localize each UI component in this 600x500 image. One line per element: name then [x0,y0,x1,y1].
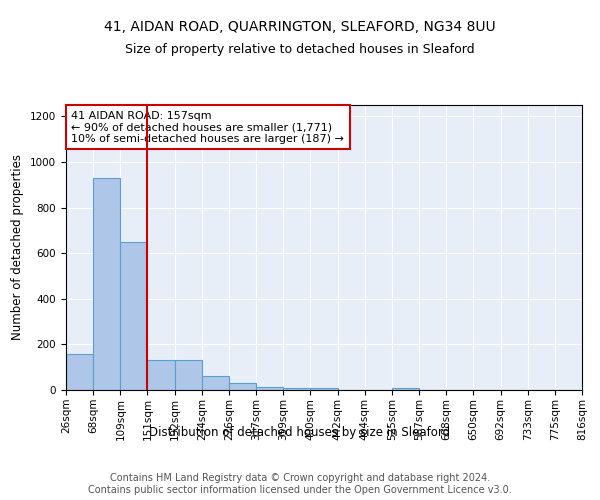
Bar [175,360,202,390]
Text: 41 AIDAN ROAD: 157sqm
← 90% of detached houses are smaller (1,771)
10% of semi-d: 41 AIDAN ROAD: 157sqm ← 90% of detached … [71,110,344,144]
Bar [392,388,419,390]
Bar [93,178,121,390]
Text: Distribution of detached houses by size in Sleaford: Distribution of detached houses by size … [149,426,451,439]
Text: Size of property relative to detached houses in Sleaford: Size of property relative to detached ho… [125,42,475,56]
Bar [256,386,283,390]
Bar [121,242,148,390]
Bar [310,388,338,390]
Bar [283,388,310,390]
Text: 41, AIDAN ROAD, QUARRINGTON, SLEAFORD, NG34 8UU: 41, AIDAN ROAD, QUARRINGTON, SLEAFORD, N… [104,20,496,34]
Bar [229,383,256,390]
Y-axis label: Number of detached properties: Number of detached properties [11,154,25,340]
Bar [66,354,93,390]
Bar [202,376,229,390]
Text: Contains HM Land Registry data © Crown copyright and database right 2024.
Contai: Contains HM Land Registry data © Crown c… [88,474,512,495]
Bar [148,360,175,390]
